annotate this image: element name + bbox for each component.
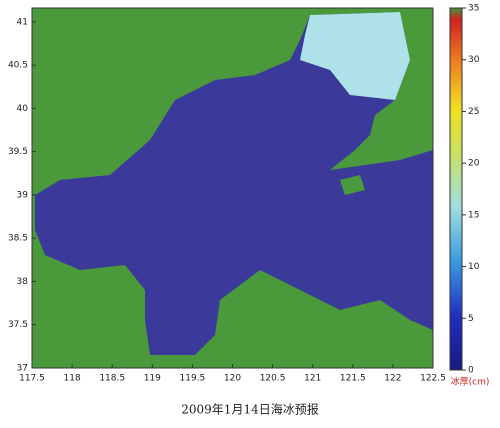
colorbar-tick-label: 30 xyxy=(468,55,480,65)
y-tick-label: 38.5 xyxy=(8,234,28,244)
y-tick-label: 37 xyxy=(17,364,28,374)
colorbar-tick-label: 10 xyxy=(468,262,480,272)
x-tick-label: 118 xyxy=(64,374,81,384)
y-tick-label: 37.5 xyxy=(8,320,28,330)
y-tick-label: 38 xyxy=(17,277,29,287)
x-tick-label: 120.5 xyxy=(260,374,286,384)
y-tick-label: 41 xyxy=(17,17,28,27)
x-tick-label: 117.5 xyxy=(19,374,45,384)
y-tick-label: 39 xyxy=(17,190,29,200)
sea-ice xyxy=(300,12,410,100)
x-tick-label: 121 xyxy=(304,374,321,384)
x-tick-label: 120 xyxy=(224,374,241,384)
colorbar-tick-label: 20 xyxy=(468,159,480,169)
caption: 2009年1月14日海冰预报 xyxy=(181,402,318,417)
sea xyxy=(35,12,433,355)
x-tick-label: 119 xyxy=(144,374,161,384)
colorbar-tick-label: 5 xyxy=(468,314,474,324)
x-tick-label: 122.5 xyxy=(420,374,446,384)
x-tick-label: 122 xyxy=(384,374,401,384)
colorbar-tick-label: 25 xyxy=(468,107,479,117)
x-tick-label: 119.5 xyxy=(180,374,206,384)
colorbar-tick-label: 0 xyxy=(468,366,474,376)
y-tick-label: 40.5 xyxy=(8,61,28,71)
colorbar xyxy=(449,7,463,371)
colorbar-tick-label: 15 xyxy=(468,210,479,220)
y-tick-label: 39.5 xyxy=(8,147,28,157)
colorbar-label: 冰厚(cm) xyxy=(451,376,490,388)
x-tick-label: 118.5 xyxy=(99,374,125,384)
island xyxy=(340,175,365,195)
colorbar-tick-label: 35 xyxy=(468,4,479,14)
x-tick-label: 121.5 xyxy=(340,374,366,384)
y-tick-label: 40 xyxy=(17,104,29,114)
